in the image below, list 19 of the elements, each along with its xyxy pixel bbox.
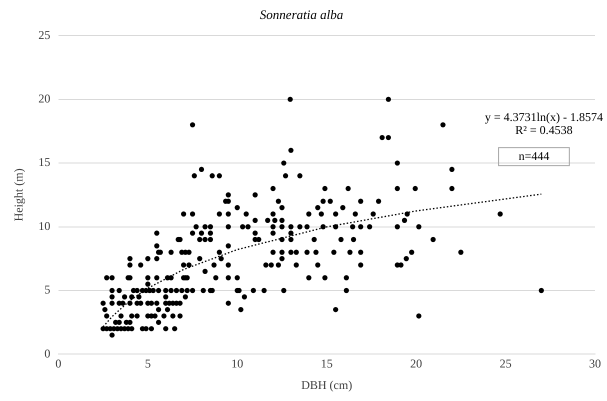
y-tick-label: 15 xyxy=(38,155,50,170)
y-tick-label: 10 xyxy=(38,218,50,233)
annotation: R² = 0.4538 xyxy=(515,122,573,137)
x-tick-label: 30 xyxy=(589,356,601,371)
annotation: n=444 xyxy=(518,148,550,163)
y-tick-label: 20 xyxy=(38,91,50,106)
x-tick-label: 15 xyxy=(320,356,333,371)
y-axis-title: Height (m) xyxy=(11,168,26,222)
chart-title: Sonneratia alba xyxy=(260,7,344,22)
x-tick-label: 10 xyxy=(231,356,244,371)
x-axis-title: DBH (cm) xyxy=(301,378,352,392)
x-tick-label: 25 xyxy=(500,356,512,371)
y-tick-label: 25 xyxy=(38,28,50,42)
x-tick-label: 5 xyxy=(144,356,151,371)
annotation: y = 4.3731ln(x) - 1.8574 xyxy=(484,110,603,124)
y-tick-label: 0 xyxy=(44,346,50,360)
x-tick-label: 20 xyxy=(410,356,422,371)
x-tick-label: 0 xyxy=(55,356,62,371)
y-tick-label: 5 xyxy=(44,282,50,297)
